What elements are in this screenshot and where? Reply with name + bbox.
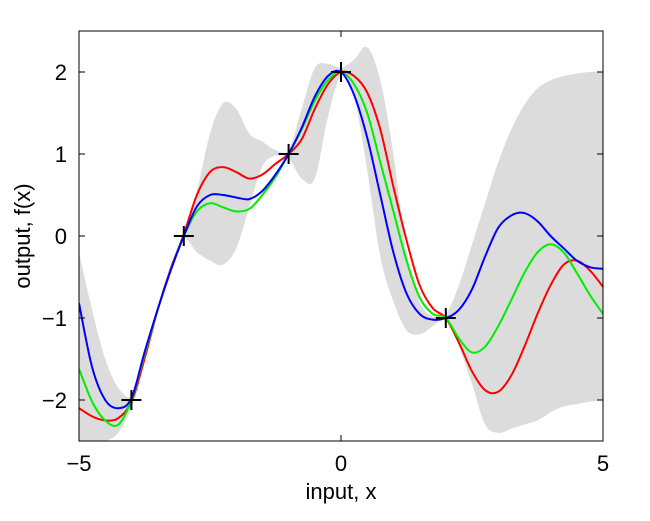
axis-ticks — [78, 31, 604, 441]
y-tick-label: −1 — [42, 306, 67, 331]
data-point-marker — [121, 390, 142, 410]
y-tick-label: 2 — [55, 60, 67, 85]
plot-area — [79, 46, 603, 441]
x-axis-label: input, x — [306, 479, 377, 504]
data-point-marker — [278, 144, 299, 164]
x-tick-label: −5 — [66, 451, 91, 476]
tick-labels: −5 0 5 −2 −1 0 1 2 — [42, 60, 609, 476]
y-tick-label: 1 — [55, 142, 67, 167]
y-tick-label: −2 — [42, 388, 67, 413]
data-point-marker — [435, 308, 456, 328]
y-axis-label: output, f(x) — [10, 183, 35, 288]
confidence-band — [79, 46, 603, 441]
data-point-marker — [173, 226, 194, 246]
data-point-marker — [331, 62, 351, 82]
x-tick-label: 0 — [335, 451, 347, 476]
y-tick-label: 0 — [55, 224, 67, 249]
x-tick-label: 5 — [597, 451, 609, 476]
